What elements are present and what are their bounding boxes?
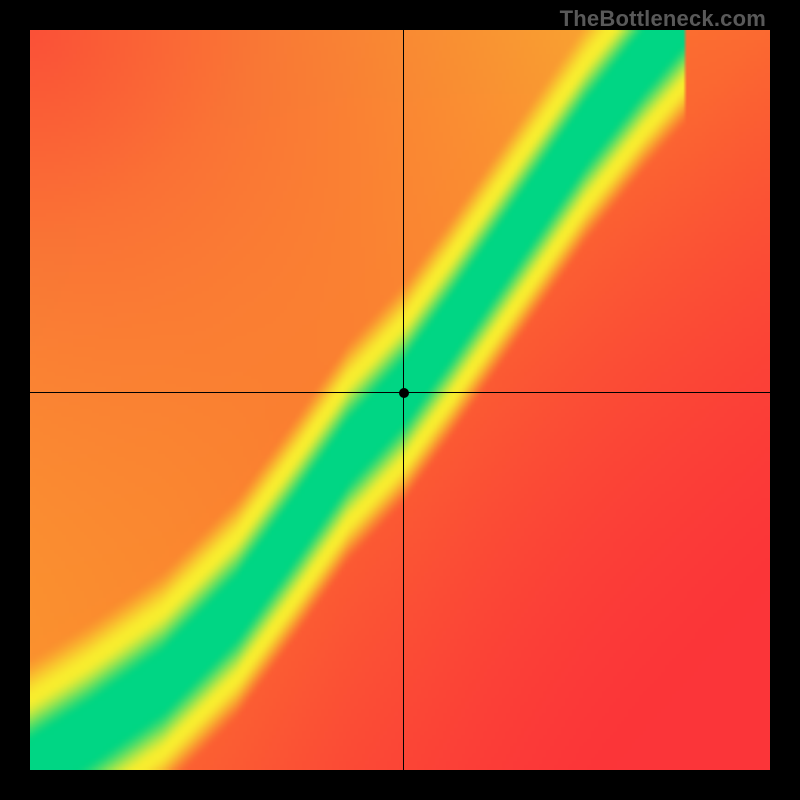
marker-dot: [399, 388, 409, 398]
plot-frame: [30, 30, 770, 770]
crosshair-vertical: [403, 30, 404, 770]
bottleneck-heatmap: [30, 30, 770, 770]
watermark-text: TheBottleneck.com: [560, 6, 766, 32]
